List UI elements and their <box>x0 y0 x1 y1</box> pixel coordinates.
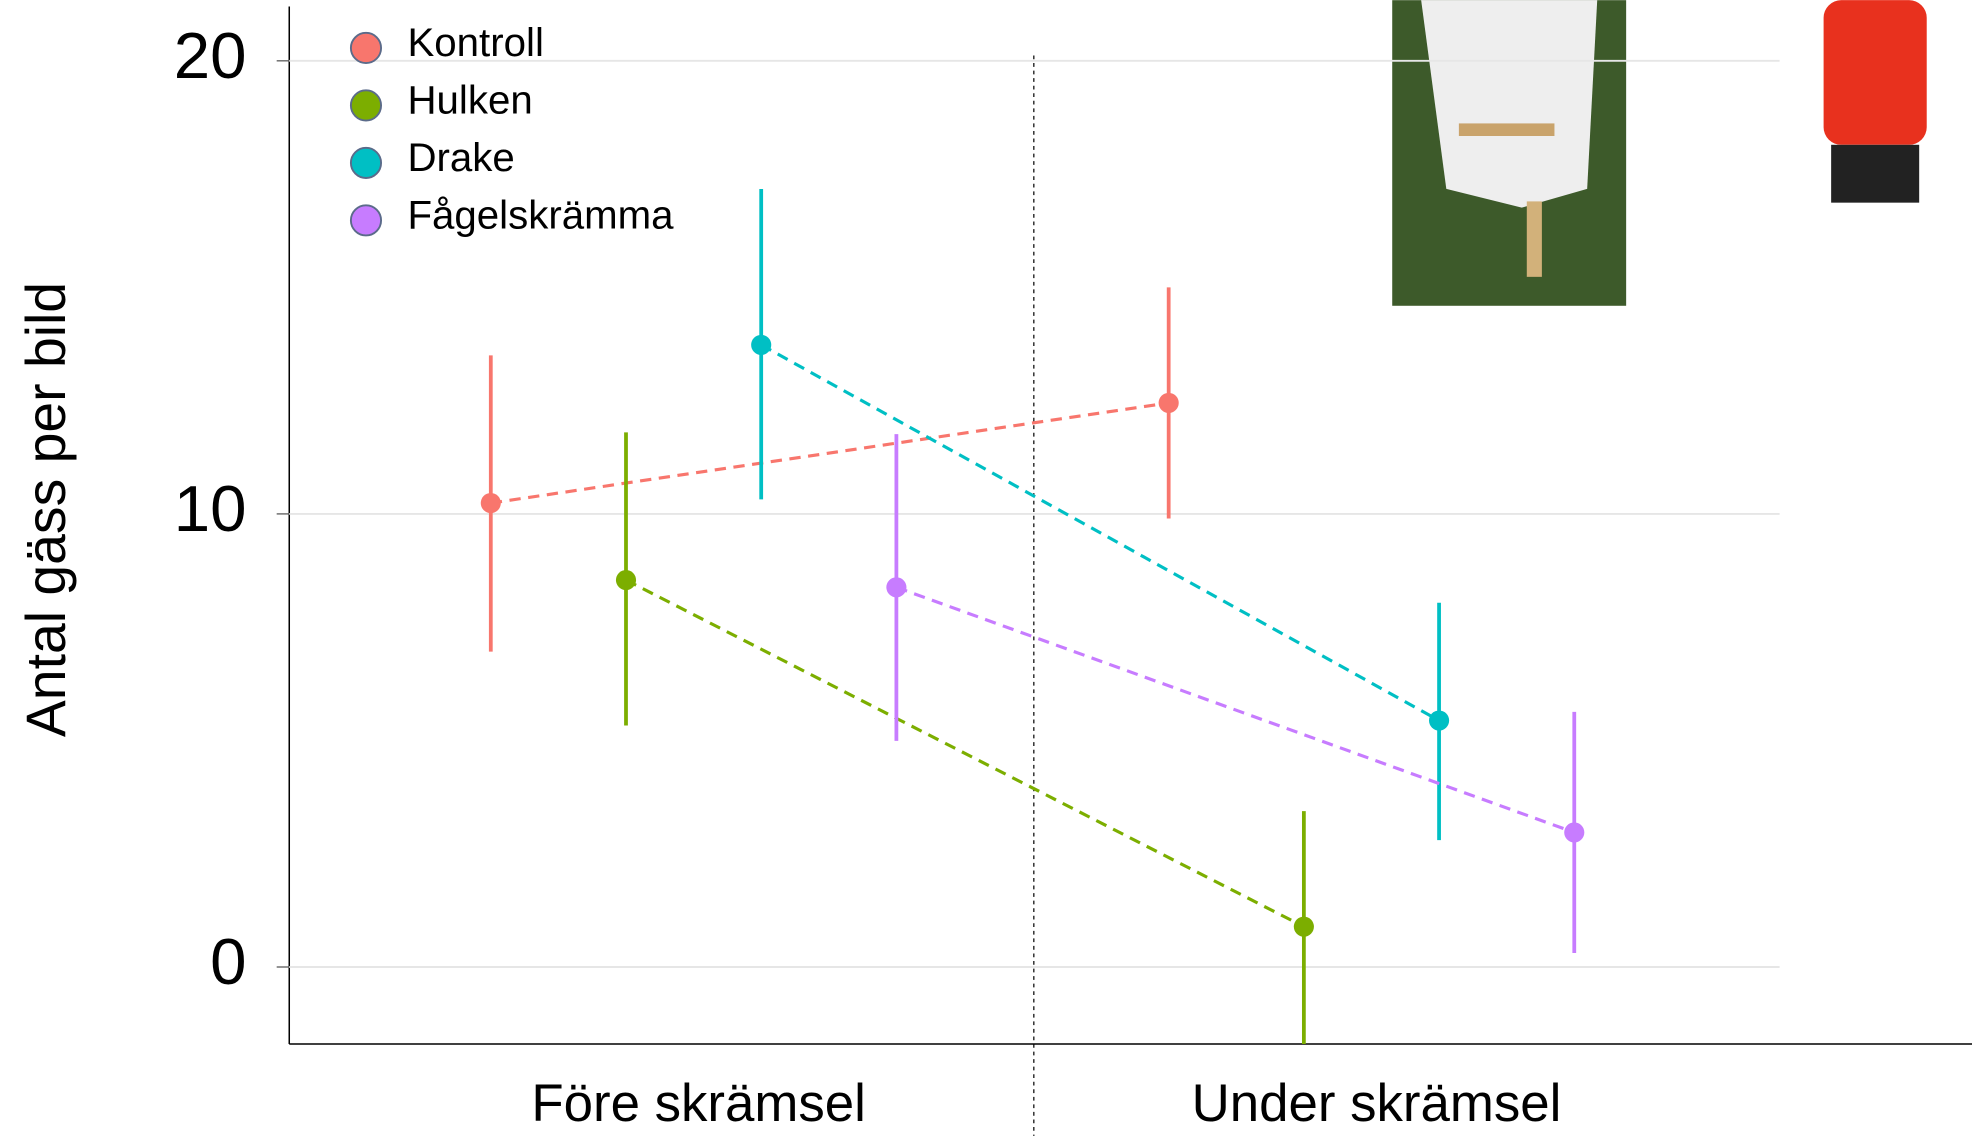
point <box>1564 822 1585 843</box>
y-tick-label: 20 <box>174 19 247 92</box>
legend-label: Drake <box>407 135 514 180</box>
series-line <box>625 578 1305 929</box>
point <box>1429 710 1450 731</box>
point <box>615 570 637 591</box>
y-tick-label: 0 <box>210 925 246 998</box>
legend-label: Fågelskrämma <box>407 192 674 237</box>
legend-marker <box>349 31 383 64</box>
x-tick-label: Under skrämsel <box>1192 1074 1562 1133</box>
series-line <box>760 343 1440 722</box>
point <box>886 577 907 598</box>
x-tick-label: Före skrämsel <box>531 1074 866 1133</box>
legend-label: Hulken <box>407 78 532 123</box>
point <box>1158 392 1179 413</box>
legend-marker <box>349 89 383 122</box>
y-axis-label: Antal gäss per bild <box>15 282 77 737</box>
point <box>1293 916 1314 937</box>
series-line <box>490 401 1169 505</box>
series-line <box>895 585 1575 834</box>
point <box>480 492 501 514</box>
point <box>751 334 772 355</box>
legend-marker <box>349 204 383 237</box>
legend-marker <box>349 146 383 179</box>
legend-label: Kontroll <box>407 20 543 65</box>
photo-scarecrow <box>1392 0 1627 306</box>
y-tick-label: 10 <box>174 472 247 545</box>
photo-red-device <box>1823 0 1927 203</box>
